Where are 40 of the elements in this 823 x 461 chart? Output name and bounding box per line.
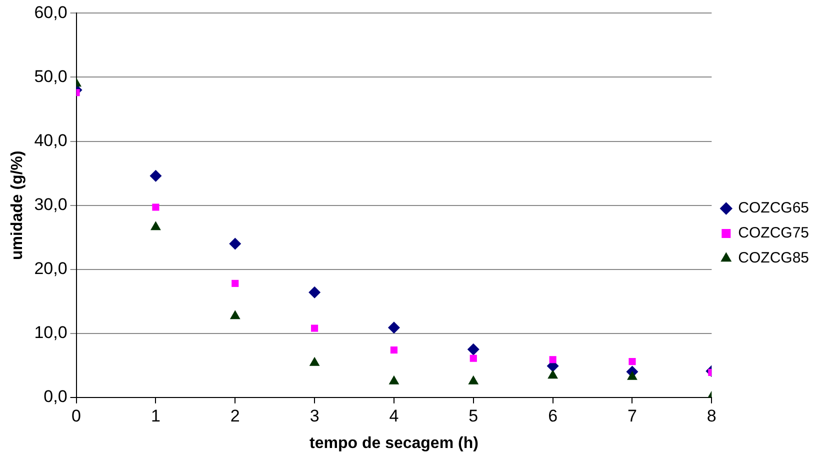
legend-label: COZCG85	[738, 250, 810, 267]
x-tick-label: 4	[389, 406, 399, 426]
point	[152, 204, 160, 211]
y-tick-label: 20,0	[34, 259, 68, 278]
y-axis-title: umidade (g/%)	[9, 150, 26, 260]
point	[150, 221, 161, 230]
point	[468, 375, 479, 384]
x-tick-label: 0	[72, 406, 82, 426]
point	[470, 354, 477, 362]
x-tick-label: 8	[706, 406, 716, 426]
y-tick-label: 40,0	[34, 130, 68, 150]
point	[388, 322, 400, 334]
x-tick-label: 2	[230, 406, 240, 426]
x-axis-title: tempo de secagem (h)	[310, 434, 478, 452]
point	[388, 375, 400, 384]
point	[232, 280, 239, 287]
x-tick-label: 6	[548, 406, 558, 426]
y-tick-label: 50,0	[34, 66, 68, 86]
point	[230, 310, 240, 320]
y-tick-label: 0,0	[44, 387, 68, 406]
legend-label: COZCG65	[738, 200, 810, 217]
point	[548, 370, 558, 379]
y-tick-label: 30,0	[34, 194, 68, 214]
point	[628, 358, 636, 366]
x-tick-label: 1	[150, 406, 160, 426]
x-tick-label: 5	[468, 406, 478, 426]
point	[390, 346, 398, 354]
point	[309, 356, 320, 366]
y-tick-label: 60,0	[34, 2, 68, 22]
point	[627, 370, 638, 380]
point	[311, 324, 318, 332]
x-tick-label: 3	[310, 406, 320, 426]
point	[229, 238, 242, 250]
point	[150, 170, 162, 182]
legend-label: COZCG75	[738, 224, 810, 242]
point	[549, 356, 556, 364]
point	[467, 343, 480, 356]
y-tick-label: 10,0	[34, 323, 68, 342]
point	[308, 286, 321, 298]
x-tick-label: 7	[628, 406, 637, 426]
